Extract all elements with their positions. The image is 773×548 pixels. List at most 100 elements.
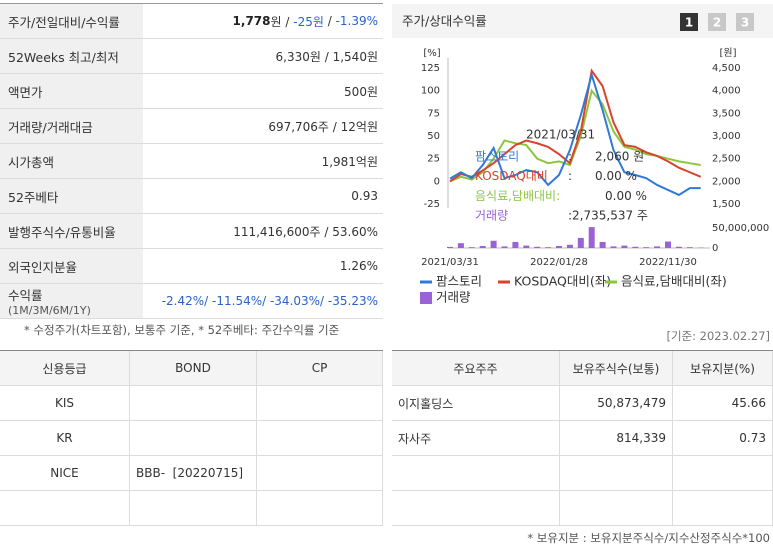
x-tick-label: 2022/01/28	[530, 257, 588, 268]
volume-bar	[512, 241, 519, 248]
value-text: -1.39%	[335, 14, 378, 28]
row-value: 6,330원 / 1,540원	[143, 39, 378, 73]
table-cell	[257, 421, 383, 456]
legend-label: 팜스토리	[436, 274, 482, 289]
row-value: 1,981억원	[143, 144, 378, 178]
value-text: 1,981억원	[321, 154, 378, 169]
header-cell: 보유지분(%)	[673, 351, 773, 386]
value-text: 1.26%	[339, 259, 378, 273]
table-row: 외국인지분율 1.26%	[0, 249, 383, 284]
row-label: 수익률 (1M/3M/6M/1Y)	[0, 284, 143, 318]
label-text: 수익률	[8, 288, 43, 303]
chart-title: 주가/상대수익률	[402, 14, 487, 29]
chart-tab[interactable]	[680, 13, 698, 31]
row-value: -2.42%/ -11.54%/ -34.03%/ -35.23%	[143, 284, 378, 318]
volume-bar	[654, 246, 661, 248]
label-sub: (1M/3M/6M/1Y)	[8, 304, 91, 317]
volume-bar	[457, 243, 464, 248]
row-label: 52Weeks 최고/최저	[0, 39, 143, 73]
value-text: 6,330원 / 1,540원	[275, 49, 378, 64]
tooltip-text: 0.00 %	[595, 169, 637, 183]
tooltip-text: 0.00 %	[605, 189, 647, 203]
series-line	[449, 71, 701, 197]
table-cell	[257, 386, 383, 421]
legend-label: 거래량	[436, 290, 471, 305]
footnote: * 수정주가(차트포함), 보통주 기준, * 52주베타: 주간수익률 기준	[24, 323, 340, 337]
volume-bar	[479, 245, 486, 248]
table-row: 52Weeks 최고/최저 6,330원 / 1,540원	[0, 39, 383, 74]
label-text: 발행주식수/유통비율	[8, 224, 116, 240]
credit-table: 신용등급 BOND CP KIS KR NICE BBB- [20220715]	[0, 350, 383, 526]
value-text: -2.42%/ -11.54%/ -34.03%/ -35.23%	[161, 294, 378, 308]
footnote: * 보유지분 : 보유지분주식수/지수산정주식수*100	[527, 531, 770, 545]
table-cell	[130, 386, 257, 421]
chart-tab[interactable]	[708, 13, 726, 31]
volume-bar	[490, 240, 497, 248]
y2-tick-label: 3,000	[712, 131, 741, 142]
table-row: 수익률 (1M/3M/6M/1Y) -2.42%/ -11.54%/ -34.03%…	[0, 284, 383, 319]
table-cell: NICE	[0, 456, 130, 491]
label-text: 주가/전일대비/수익률	[8, 14, 120, 30]
table-cell: 50,873,479	[560, 386, 673, 421]
table-cell	[130, 421, 257, 456]
volume-bar	[599, 241, 606, 248]
table-cell	[392, 491, 560, 526]
table-cell	[673, 456, 773, 491]
y2-tick-label: 4,000	[712, 86, 741, 97]
table-cell: KR	[0, 421, 130, 456]
volume-bar	[545, 247, 552, 248]
row-value: 697,706주 / 12억원	[143, 109, 378, 143]
chart: 주가/상대수익률 [%] [원] -25 0 25 50 75 100 125 1,500 2,…	[392, 4, 773, 305]
chart-tab[interactable]	[736, 13, 754, 31]
y-axis-label: [%]	[423, 48, 440, 59]
volume-bar	[610, 246, 617, 248]
volume-bar	[577, 237, 584, 248]
tooltip-text: KOSDAQ대비	[475, 169, 548, 183]
volume-bar	[665, 241, 671, 248]
volume-bar	[556, 245, 562, 248]
table-cell	[392, 456, 560, 491]
label-text: 52Weeks 최고/최저	[8, 49, 119, 65]
table-cell: 이지홀딩스	[392, 386, 560, 421]
y-tick-label: 75	[427, 108, 440, 119]
volume-bar	[523, 245, 530, 248]
row-value: 1,778 원 / -25원 / -1.39%	[143, 4, 378, 38]
value-text: -25원	[293, 14, 324, 29]
legend-label: 음식료,담배대비(좌)	[621, 274, 727, 289]
value-text: 1,778	[232, 14, 271, 28]
row-label: 주가/전일대비/수익률	[0, 4, 143, 38]
table-cell	[130, 491, 257, 526]
table-row: 시가총액 1,981억원	[0, 144, 383, 179]
table-row: 액면가 500원	[0, 74, 383, 109]
tooltip-text: :2,735,537 주	[568, 209, 648, 223]
tooltip-text: 거래량	[475, 209, 508, 223]
x-tick-label: 2022/11/30	[639, 257, 697, 268]
value-text: 697,706주 / 12억원	[268, 119, 378, 134]
row-label: 액면가	[0, 74, 143, 108]
volume-bar	[588, 227, 595, 248]
volume-bar	[447, 246, 453, 248]
value-text: 500원	[344, 84, 378, 99]
y2-tick-label: 2,000	[712, 176, 741, 187]
tooltip-text: 팜스토리	[475, 150, 519, 164]
header-cell: BOND	[130, 351, 257, 386]
table-cell	[257, 491, 383, 526]
label-text: 시가총액	[8, 154, 55, 170]
chart-tab-label: 2	[713, 16, 721, 30]
volume-bar	[501, 246, 508, 248]
y-tick-label: 0	[434, 176, 440, 187]
header-cell: 주요주주	[392, 351, 560, 386]
volume-bar	[675, 246, 682, 248]
label-text: 액면가	[8, 84, 43, 100]
y-tick-label: 50	[427, 131, 440, 142]
label-text: 외국인지분율	[8, 259, 78, 275]
tooltip-date: 2021/03/31	[526, 128, 595, 142]
table-cell	[560, 491, 673, 526]
y-tick-label: -25	[424, 199, 440, 210]
value-text: 0.93	[351, 189, 378, 203]
volume-bar	[566, 244, 573, 248]
volume-bar	[643, 247, 650, 248]
tooltip-text: 음식료,담배대비:	[475, 189, 560, 203]
header-cell: 보유주식수(보통)	[560, 351, 673, 386]
